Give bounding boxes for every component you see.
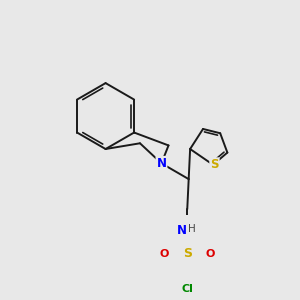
Text: O: O (206, 249, 215, 259)
Text: H: H (188, 224, 196, 233)
Text: Cl: Cl (181, 284, 193, 294)
Text: N: N (157, 157, 166, 170)
Text: N: N (177, 224, 187, 237)
Text: S: S (210, 158, 219, 171)
Text: S: S (183, 247, 192, 260)
Text: O: O (160, 249, 169, 259)
